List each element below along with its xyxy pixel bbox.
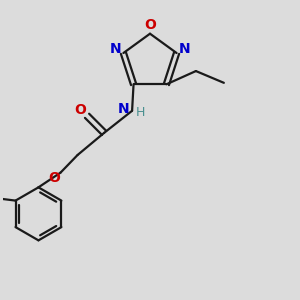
Text: N: N	[179, 43, 191, 56]
Text: N: N	[109, 43, 121, 56]
Text: O: O	[48, 171, 60, 185]
Text: O: O	[144, 18, 156, 32]
Text: N: N	[117, 102, 129, 116]
Text: O: O	[75, 103, 86, 117]
Text: H: H	[136, 106, 145, 119]
